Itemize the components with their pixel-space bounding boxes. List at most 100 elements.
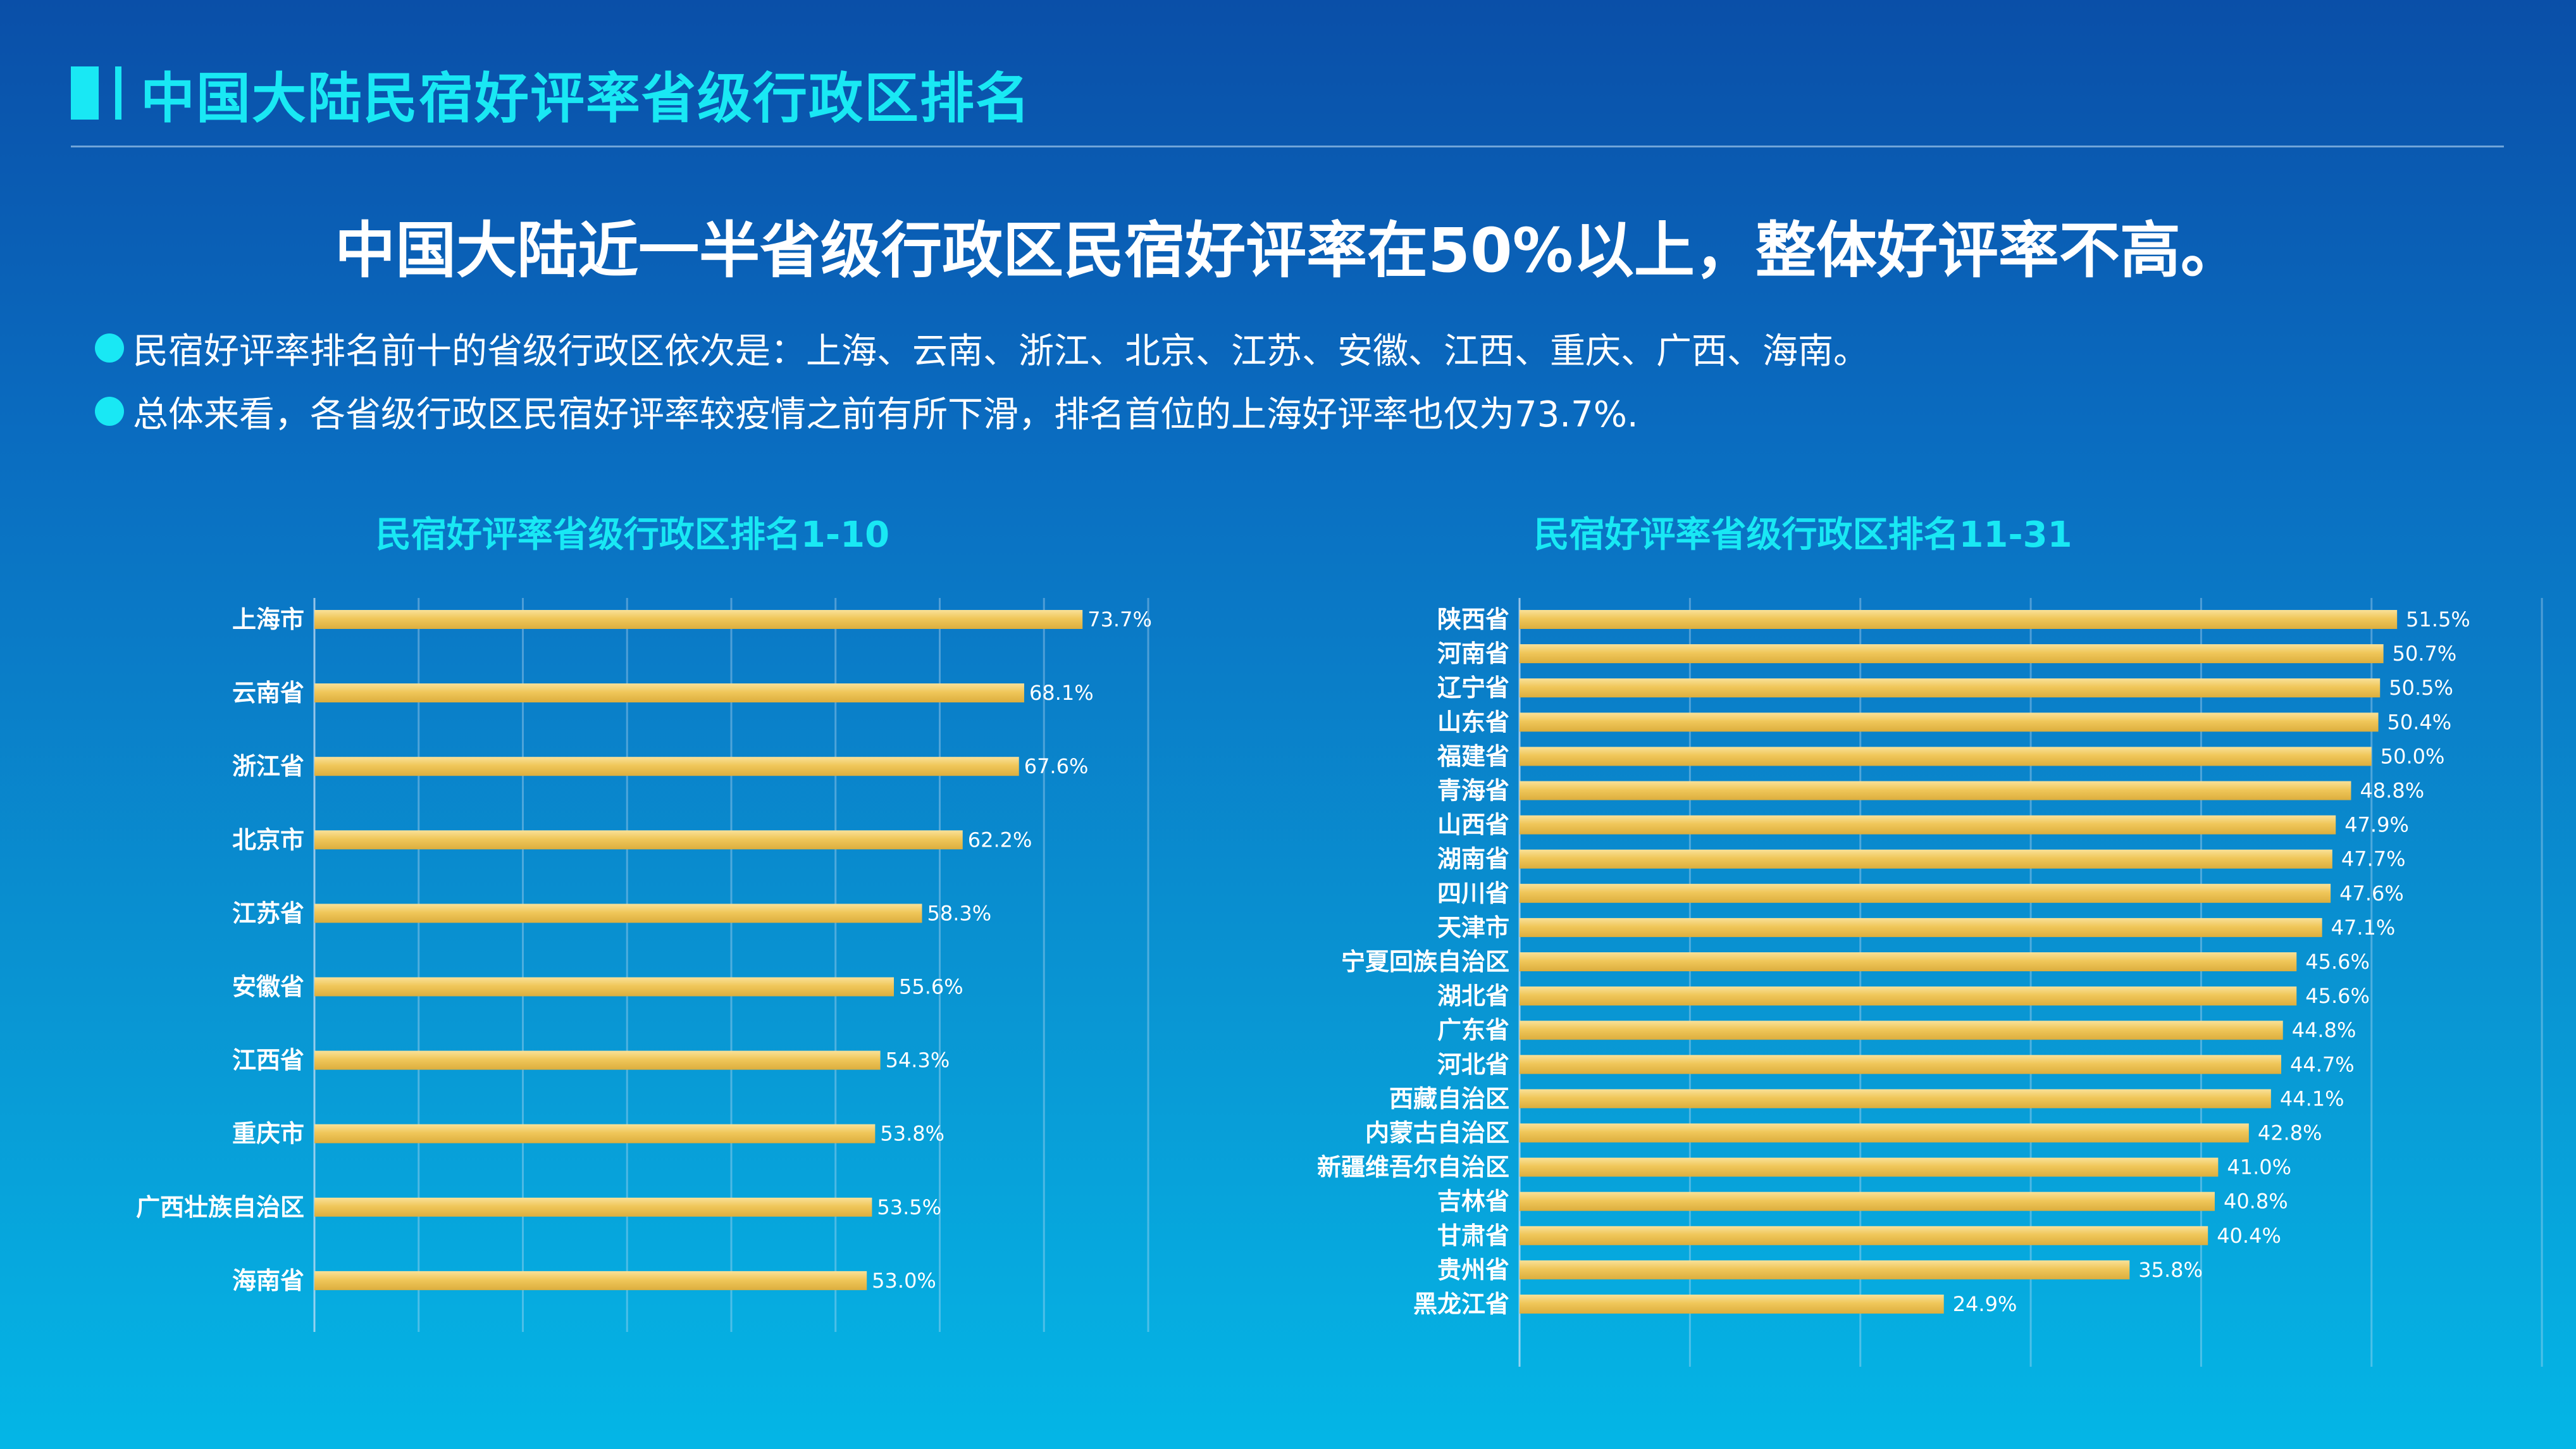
data-label: 40.8% [2224, 1190, 2288, 1214]
bullet-dot-icon [95, 333, 124, 363]
data-label: 40.4% [2217, 1224, 2281, 1248]
category-label: 西藏自治区 [1389, 1085, 1509, 1112]
data-label: 50.5% [2389, 676, 2453, 700]
bar [314, 757, 1019, 776]
header-square-icon [71, 66, 99, 120]
data-label: 35.8% [2138, 1258, 2203, 1282]
bullet-dot-icon [95, 397, 124, 426]
headline: 中国大陆近一半省级行政区民宿好评率在50%以上，整体好评率不高。 [335, 215, 2241, 286]
bullet-item: 民宿好评率排名前十的省级行政区依次是：上海、云南、浙江、北京、江苏、安徽、江西、… [95, 316, 1869, 380]
category-label: 黑龙江省 [1413, 1290, 1509, 1318]
bar [1520, 1089, 2271, 1109]
category-label: 江苏省 [232, 899, 304, 927]
category-label: 北京市 [232, 826, 304, 854]
category-label: 湖南省 [1437, 845, 1509, 873]
data-label: 50.4% [2387, 710, 2452, 734]
bar [1520, 883, 2331, 903]
bar [1520, 849, 2332, 869]
data-label: 42.8% [2258, 1121, 2322, 1145]
header-divider [71, 146, 2504, 147]
bar [1520, 1123, 2249, 1143]
bar [1520, 917, 2322, 937]
category-label: 四川省 [1437, 880, 1509, 907]
bar [314, 977, 895, 997]
bar [314, 1124, 876, 1143]
data-label: 55.6% [899, 975, 963, 999]
category-label: 辽宁省 [1437, 674, 1509, 702]
category-label: 甘肃省 [1437, 1222, 1509, 1250]
data-label: 44.1% [2280, 1086, 2344, 1110]
data-label: 62.2% [968, 828, 1032, 852]
bar [1520, 1226, 2208, 1245]
data-label: 47.6% [2339, 881, 2404, 905]
category-label: 安徽省 [232, 973, 304, 1001]
bullet-text: 总体来看，各省级行政区民宿好评率较疫情之前有所下滑，排名首位的上海好评率也仅为7… [133, 394, 1638, 435]
category-label: 江西省 [232, 1047, 304, 1074]
header-bar-icon [115, 66, 121, 120]
data-label: 47.7% [2341, 847, 2406, 871]
category-label: 上海市 [232, 606, 304, 633]
chart-1: 上海市 73.7% 云南省 68.1% 浙江省 67.6% 北京市 62.2% 江苏省 58.3%… [136, 598, 1152, 1332]
bar [1520, 815, 2336, 835]
bar [1520, 712, 2379, 732]
category-label: 河北省 [1437, 1050, 1509, 1078]
bar [314, 1197, 872, 1217]
category-label: 新疆维吾尔自治区 [1317, 1154, 1509, 1181]
category-label: 陕西省 [1437, 606, 1509, 633]
page-title: 中国大陆民宿好评率省级行政区排名 [140, 66, 1031, 130]
category-label: 广西壮族自治区 [136, 1193, 304, 1221]
category-label: 浙江省 [232, 752, 304, 780]
category-label: 贵州省 [1437, 1256, 1509, 1284]
data-label: 47.1% [2331, 916, 2396, 940]
bar [314, 830, 963, 850]
chart-2-title: 民宿好评率省级行政区排名11-31 [1533, 514, 2072, 556]
data-label: 53.8% [880, 1122, 944, 1146]
bar [1520, 747, 2372, 766]
bar [1520, 1295, 1944, 1314]
data-label: 48.8% [2360, 779, 2424, 803]
data-label: 50.0% [2381, 744, 2445, 768]
data-label: 45.6% [2305, 984, 2370, 1008]
data-label: 45.6% [2305, 950, 2370, 974]
data-label: 50.7% [2393, 642, 2457, 666]
bullet-list: 民宿好评率排名前十的省级行政区依次是：上海、云南、浙江、北京、江苏、安徽、江西、… [95, 316, 1869, 443]
bar [1520, 1191, 2215, 1211]
data-label: 54.3% [886, 1048, 950, 1073]
data-label: 53.5% [877, 1195, 941, 1219]
bar [1520, 952, 2297, 971]
category-label: 福建省 [1437, 742, 1509, 770]
category-label: 宁夏回族自治区 [1341, 948, 1509, 976]
bullet-text: 民宿好评率排名前十的省级行政区依次是：上海、云南、浙江、北京、江苏、安徽、江西、… [133, 330, 1869, 372]
bar [314, 1050, 881, 1070]
data-label: 24.9% [1953, 1292, 2017, 1316]
category-label: 内蒙古自治区 [1365, 1119, 1509, 1147]
category-label: 山东省 [1437, 708, 1509, 736]
bar [314, 610, 1083, 629]
data-label: 73.7% [1087, 607, 1152, 631]
bar [1520, 781, 2351, 800]
data-label: 67.6% [1024, 754, 1089, 778]
bar [1520, 1157, 2219, 1177]
category-label: 云南省 [232, 679, 304, 707]
bar [1520, 678, 2381, 698]
category-label: 青海省 [1437, 777, 1509, 805]
bar [1520, 986, 2297, 1006]
category-label: 河南省 [1437, 640, 1509, 668]
bar [1520, 1021, 2283, 1040]
bar [1520, 1055, 2282, 1074]
bar [314, 1271, 867, 1290]
category-label: 湖北省 [1437, 982, 1509, 1010]
bullet-item: 总体来看，各省级行政区民宿好评率较疫情之前有所下滑，排名首位的上海好评率也仅为7… [95, 380, 1869, 443]
bar [1520, 644, 2384, 664]
chart-2: 陕西省 51.5% 河南省 50.7% 辽宁省 50.5% 山东省 50.4% 福建省 50.0%… [1317, 598, 2543, 1367]
data-label: 51.5% [2406, 607, 2470, 631]
category-label: 重庆市 [232, 1120, 304, 1148]
category-label: 海南省 [232, 1267, 304, 1295]
category-label: 天津市 [1437, 914, 1509, 942]
bar [1520, 610, 2398, 629]
bar [1520, 1260, 2130, 1279]
category-label: 广东省 [1437, 1016, 1509, 1044]
data-label: 41.0% [2227, 1155, 2291, 1179]
category-label: 山西省 [1437, 811, 1509, 839]
